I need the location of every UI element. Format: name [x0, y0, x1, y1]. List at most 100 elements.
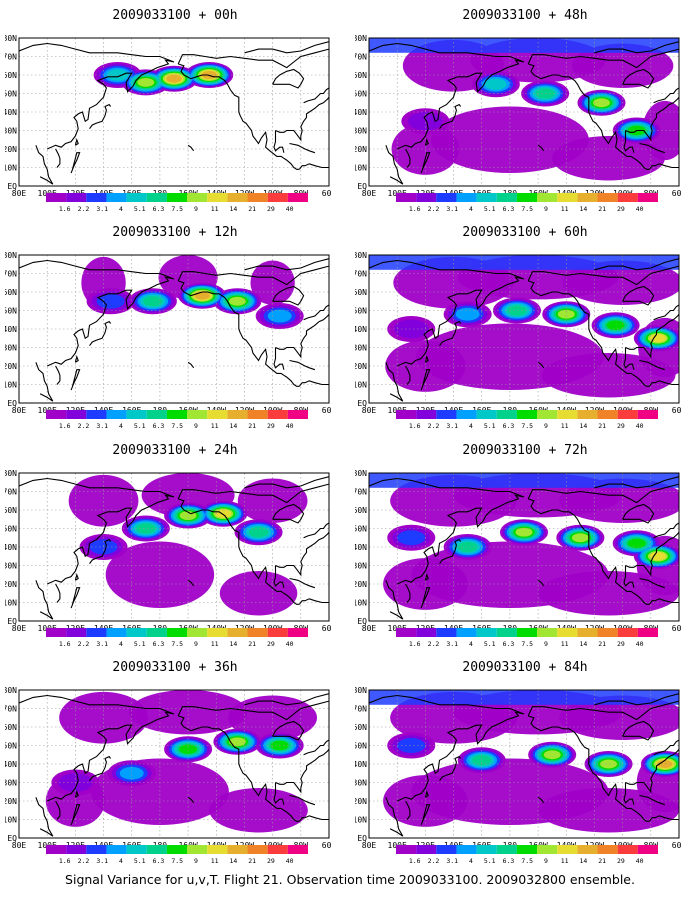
forecast-panel: 2009033100 + 60h EQ 10N 20N 30N 40N 50N 60N 70N 8… [355, 225, 695, 435]
lat-label: 50N [5, 525, 17, 534]
colorbar-swatch [637, 193, 658, 202]
forecast-panel: 2009033100 + 24h EQ 10N 20N 30N 40N 50N 60N 70N 8… [5, 443, 345, 653]
lat-label: EQ [7, 399, 17, 408]
colorbar-swatch [456, 193, 477, 202]
lon-label: 80E [12, 406, 27, 415]
lat-label: 10N [355, 381, 367, 390]
colorbar-swatch [106, 628, 127, 637]
colorbar-label: 29 [617, 857, 625, 865]
colorbar-swatch [126, 193, 147, 202]
colorbar-label: 29 [267, 422, 275, 430]
colorbar-label: 7.5 [521, 205, 533, 213]
colorbar-swatch [436, 193, 457, 202]
lat-label: 30N [5, 562, 17, 571]
colorbar-label: 29 [617, 640, 625, 648]
colorbar-label: 5.1 [484, 205, 496, 213]
map-frame [18, 254, 330, 404]
colorbar-label: 5.1 [134, 640, 146, 648]
colorbar-swatch [537, 410, 558, 419]
colorbar-swatch [617, 628, 638, 637]
colorbar-label: 6.3 [503, 857, 515, 865]
colorbar-label: 3.1 [446, 857, 458, 865]
colorbar-swatch [106, 193, 127, 202]
colorbar-swatch [227, 193, 248, 202]
colorbar-label: 9 [194, 857, 198, 865]
colorbar-swatch [267, 845, 288, 854]
lat-label: 30N [5, 127, 17, 136]
colorbar-swatch [597, 410, 618, 419]
colorbar-swatch [146, 845, 167, 854]
map-plot: EQ10N20N30N40N50N60N70N80N80E100E120E140… [355, 469, 681, 633]
colorbar-swatch [617, 193, 638, 202]
lon-label: 60W [322, 406, 331, 415]
colorbar-swatch [227, 628, 248, 637]
forecast-panel: 2009033100 + 12h EQ 10N 20N 30N 40N 50N 60N 70N 8… [5, 225, 345, 435]
colorbar-swatch [456, 845, 477, 854]
lat-label: 40N [355, 543, 367, 552]
colorbar-label: 2.2 [428, 857, 440, 865]
lon-label: 80E [12, 841, 27, 850]
lat-label: 50N [355, 525, 367, 534]
colorbar-label: 14 [230, 422, 238, 430]
colorbar-label: 2.2 [428, 205, 440, 213]
colorbar-swatch [126, 845, 147, 854]
colorbar-swatch [496, 193, 517, 202]
colorbar-swatch [227, 410, 248, 419]
lat-label: 50N [355, 742, 367, 751]
colorbar-swatch [436, 628, 457, 637]
panel-title: 2009033100 + 36h [112, 660, 238, 675]
colorbar-swatch [476, 628, 497, 637]
colorbar-swatch [597, 845, 618, 854]
lat-label: 70N [5, 488, 17, 497]
coastlines [369, 476, 679, 620]
colorbar-label: 4 [469, 422, 473, 430]
colorbar-label: 11 [561, 640, 569, 648]
colorbar-swatch [46, 410, 67, 419]
map-gridlines [19, 255, 329, 403]
lat-label: 30N [355, 779, 367, 788]
map-gridlines [369, 473, 679, 621]
lat-label: 70N [5, 53, 17, 62]
map-plot: EQ10N20N30N40N50N60N70N80N80E100E120E140… [5, 251, 331, 415]
map-frame [18, 472, 330, 622]
colorbar-swatch [267, 628, 288, 637]
colorbar-label: 5.1 [484, 640, 496, 648]
forecast-panel: 2009033100 + 84h EQ 10N 20N 30N 40N 50N 60N 70N 8… [355, 660, 695, 870]
colorbar-swatch [187, 410, 208, 419]
colorbar-label: 6.3 [503, 640, 515, 648]
map-plot: EQ10N20N30N40N50N60N70N80N80E100E120E140… [5, 686, 331, 850]
lat-label: 60N [355, 71, 367, 80]
colorbar-label: 11 [211, 205, 219, 213]
colorbar-swatch [396, 410, 417, 419]
forecast-panel: 2009033100 + 48h EQ 10N 20N 30N 40N 50N 60N 70N 8… [355, 8, 695, 218]
colorbar-swatch [456, 410, 477, 419]
lat-label: 60N [355, 723, 367, 732]
colorbar-label: 3.1 [446, 640, 458, 648]
lat-label: 50N [5, 742, 17, 751]
lat-label: 40N [355, 108, 367, 117]
colorbar-swatch [637, 628, 658, 637]
colorbar-label: 14 [580, 205, 588, 213]
colorbar-label: 6.3 [153, 422, 165, 430]
colorbar-label: 5.1 [134, 857, 146, 865]
colorbar-swatch [227, 845, 248, 854]
colorbar-swatch [146, 410, 167, 419]
colorbar-label: 9 [544, 640, 548, 648]
colorbar-swatch [207, 628, 228, 637]
coastlines [19, 41, 329, 185]
forecast-panel: 2009033100 + 72h EQ 10N 20N 30N 40N 50N 60N 70N 8… [355, 443, 695, 653]
variance-plume [86, 282, 304, 330]
lat-label: EQ [7, 182, 17, 191]
colorbar-label: 4 [119, 422, 123, 430]
lat-label: 10N [5, 816, 17, 825]
colorbar-label: 2.2 [78, 422, 90, 430]
colorbar-swatch [86, 845, 107, 854]
lat-label: EQ [7, 617, 17, 626]
colorbar-legend: 1.6 2.2 3.1 4 5.1 6.3 7.5 9 11 14 21 29 40 [46, 628, 308, 648]
colorbar-label: 40 [636, 205, 644, 213]
colorbar-legend: 1.6 2.2 3.1 4 5.1 6.3 7.5 9 11 14 21 29 40 [46, 193, 308, 213]
colorbar-swatch [456, 628, 477, 637]
colorbar-swatch [476, 193, 497, 202]
colorbar-label: 9 [194, 422, 198, 430]
colorbar-label: 3.1 [96, 422, 108, 430]
